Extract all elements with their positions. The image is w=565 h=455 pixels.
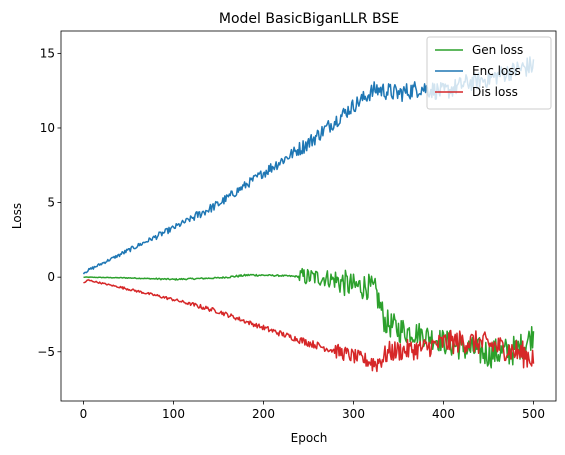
legend-entry: Dis loss bbox=[472, 85, 518, 99]
x-tick-label: 200 bbox=[252, 407, 275, 421]
y-tick-label: 10 bbox=[40, 121, 55, 135]
y-tick-label: −5 bbox=[37, 345, 55, 359]
y-axis-label: Loss bbox=[10, 203, 24, 229]
chart-title: Model BasicBiganLLR BSE bbox=[219, 11, 399, 27]
legend: Gen loss Enc loss Dis loss bbox=[426, 36, 552, 110]
x-tick-label: 100 bbox=[162, 407, 185, 421]
x-tick-label: 400 bbox=[432, 407, 455, 421]
y-tick-label: 15 bbox=[40, 46, 55, 60]
legend-entry: Gen loss bbox=[472, 43, 523, 57]
x-tick-label: 300 bbox=[342, 407, 365, 421]
y-tick-label: 5 bbox=[47, 196, 55, 210]
x-axis-label: Epoch bbox=[291, 431, 328, 445]
x-tick-label: 500 bbox=[522, 407, 545, 421]
legend-entry: Enc loss bbox=[472, 64, 521, 78]
x-tick-label: 0 bbox=[80, 407, 88, 421]
plot-area: 0 100 200 300 400 500 −5 0 5 10 15 bbox=[37, 30, 557, 421]
y-tick-label: 0 bbox=[47, 270, 55, 284]
series-line-dis-loss bbox=[83, 279, 535, 373]
axes-frame bbox=[60, 30, 557, 402]
legend-box bbox=[426, 36, 552, 110]
series-line-gen-loss bbox=[83, 267, 535, 369]
